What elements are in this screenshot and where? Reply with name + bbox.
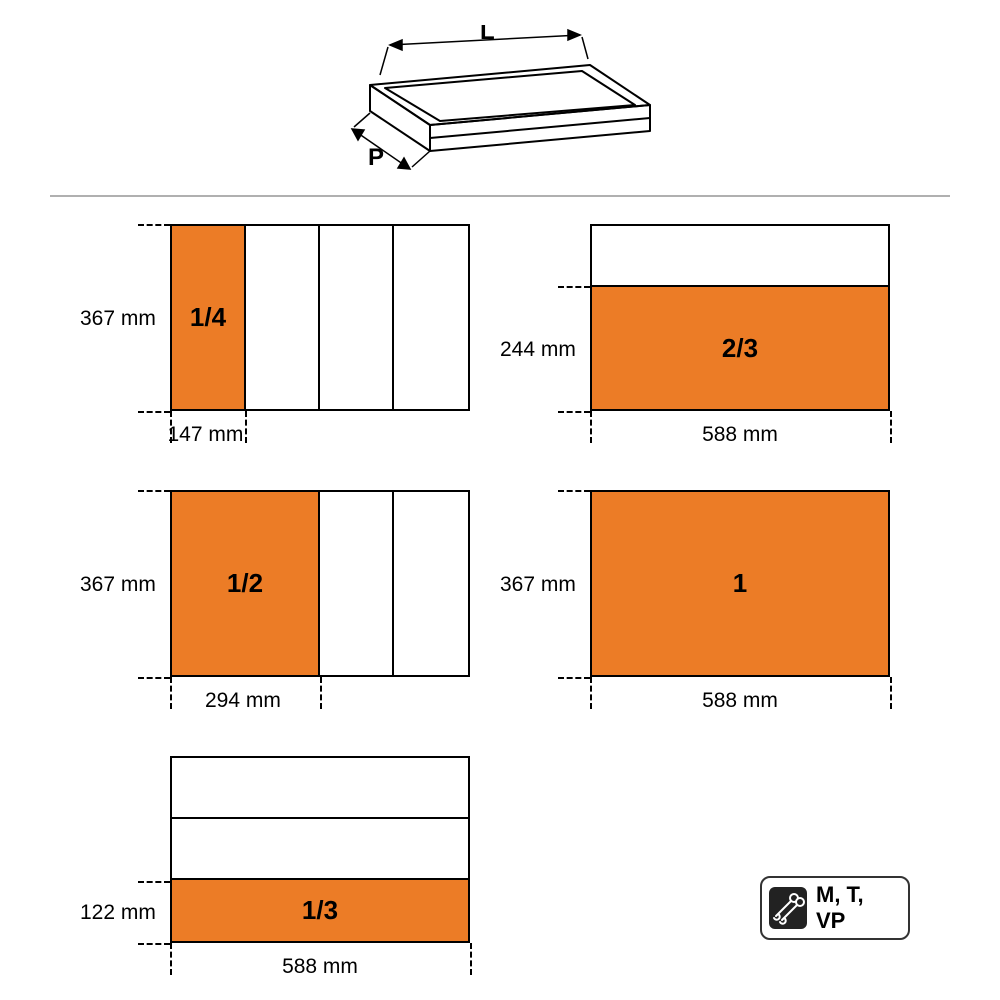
panel-segment [592, 226, 888, 287]
height-label: 367 mm [80, 307, 156, 331]
width-label: 294 mm [205, 689, 281, 713]
width-label: 588 mm [590, 423, 890, 447]
panel-segment: 1/3 [172, 880, 468, 941]
panel-segment: 1 [592, 492, 888, 675]
panel-segment [320, 492, 394, 675]
panel-segment [246, 226, 320, 409]
compatibility-badge: M, T, VP [760, 876, 910, 940]
panel-box: 1/2 [170, 490, 470, 677]
panel-box: 1/3 [170, 756, 470, 943]
panel-one: 1367 mm588 mm [590, 490, 890, 677]
panel-segment [172, 758, 468, 819]
panel-box: 1 [590, 490, 890, 677]
tray-dimension-drawing: LP [330, 25, 670, 185]
panel-segment [394, 492, 468, 675]
section-divider [50, 195, 950, 197]
panel-segment [320, 226, 394, 409]
panel-segment [394, 226, 468, 409]
panel-segment: 1/4 [172, 226, 246, 409]
panel-box: 1/4 [170, 224, 470, 411]
svg-text:P: P [368, 144, 384, 171]
panel-half: 1/2367 mm294 mm [170, 490, 470, 677]
panel-quarter: 1/4367 mm147 mm [170, 224, 470, 411]
height-label: 122 mm [80, 901, 156, 925]
height-label: 367 mm [80, 573, 156, 597]
panel-third: 1/3122 mm588 mm [170, 756, 470, 943]
panel-box: 2/3 [590, 224, 890, 411]
width-label: 147 mm [168, 423, 244, 447]
panel-segment: 2/3 [592, 287, 888, 409]
panel-segment: 1/2 [172, 492, 320, 675]
height-label: 244 mm [500, 338, 576, 362]
width-label: 588 mm [170, 955, 470, 979]
height-label: 367 mm [500, 573, 576, 597]
badge-text: M, T, VP [816, 882, 898, 934]
svg-text:L: L [480, 25, 495, 45]
width-label: 588 mm [590, 689, 890, 713]
wrench-icon [768, 886, 808, 930]
panel-two-thirds: 2/3244 mm588 mm [590, 224, 890, 411]
panel-segment [172, 819, 468, 880]
